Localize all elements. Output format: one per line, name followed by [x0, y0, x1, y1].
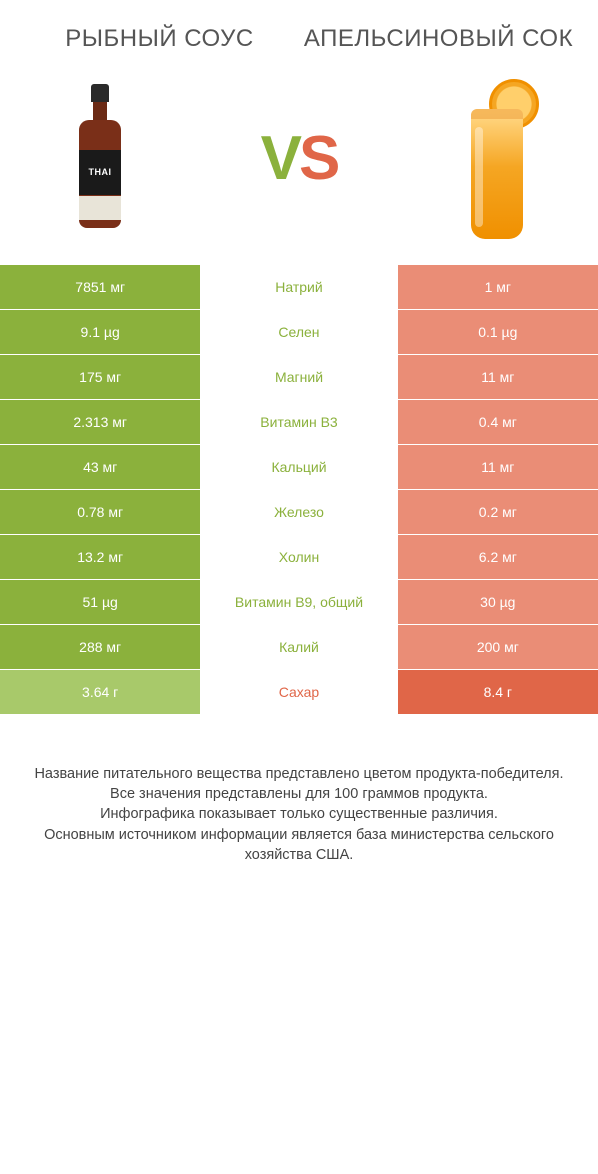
right-value-cell: 30 µg [398, 580, 598, 624]
footer-notes: Название питательного вещества представл… [0, 714, 598, 885]
nutrient-label-cell: Холин [200, 535, 397, 579]
nutrient-label-cell: Витамин B3 [200, 400, 397, 444]
orange-juice-glass-icon [453, 79, 543, 239]
left-value-cell: 13.2 мг [0, 535, 200, 579]
footer-line: Название питательного вещества представл… [20, 764, 578, 784]
table-row: 175 мгМагний11 мг [0, 354, 598, 399]
left-value-cell: 9.1 µg [0, 310, 200, 354]
left-value-cell: 7851 мг [0, 265, 200, 309]
nutrient-label-cell: Железо [200, 490, 397, 534]
left-product-image: THAI [30, 74, 170, 244]
left-value-cell: 43 мг [0, 445, 200, 489]
right-value-cell: 0.2 мг [398, 490, 598, 534]
table-row: 9.1 µgСелен0.1 µg [0, 309, 598, 354]
left-value-cell: 175 мг [0, 355, 200, 399]
table-row: 43 мгКальций11 мг [0, 444, 598, 489]
nutrient-label-cell: Селен [200, 310, 397, 354]
left-value-cell: 288 мг [0, 625, 200, 669]
right-product-image [428, 74, 568, 244]
header: РЫБНЫЙ СОУС АПЕЛЬСИНОВЫЙ СОК [0, 0, 598, 64]
table-row: 7851 мгНатрий1 мг [0, 264, 598, 309]
vs-label: VS [261, 123, 338, 194]
left-value-cell: 51 µg [0, 580, 200, 624]
comparison-table: 7851 мгНатрий1 мг9.1 µgСелен0.1 µg175 мг… [0, 264, 598, 714]
left-value-cell: 2.313 мг [0, 400, 200, 444]
table-row: 2.313 мгВитамин B30.4 мг [0, 399, 598, 444]
right-value-cell: 11 мг [398, 355, 598, 399]
right-value-cell: 6.2 мг [398, 535, 598, 579]
table-row: 0.78 мгЖелезо0.2 мг [0, 489, 598, 534]
right-value-cell: 1 мг [398, 265, 598, 309]
nutrient-label-cell: Натрий [200, 265, 397, 309]
left-value-cell: 3.64 г [0, 670, 200, 714]
images-row: THAI VS [0, 64, 598, 264]
nutrient-label-cell: Калий [200, 625, 397, 669]
right-product-title: АПЕЛЬСИНОВЫЙ СОК [299, 25, 578, 54]
nutrient-label-cell: Магний [200, 355, 397, 399]
bottle-label-text: THAI [89, 167, 112, 177]
footer-line: Инфографика показывает только существенн… [20, 804, 578, 824]
nutrient-label-cell: Витамин B9, общий [200, 580, 397, 624]
table-row: 288 мгКалий200 мг [0, 624, 598, 669]
footer-line: Все значения представлены для 100 граммо… [20, 784, 578, 804]
table-row: 3.64 гСахар8.4 г [0, 669, 598, 714]
nutrient-label-cell: Сахар [200, 670, 397, 714]
table-row: 51 µgВитамин B9, общий30 µg [0, 579, 598, 624]
left-product-title: РЫБНЫЙ СОУС [20, 25, 299, 54]
table-row: 13.2 мгХолин6.2 мг [0, 534, 598, 579]
right-value-cell: 200 мг [398, 625, 598, 669]
fish-sauce-bottle-icon: THAI [79, 84, 121, 234]
right-value-cell: 8.4 г [398, 670, 598, 714]
right-value-cell: 0.4 мг [398, 400, 598, 444]
left-value-cell: 0.78 мг [0, 490, 200, 534]
nutrient-label-cell: Кальций [200, 445, 397, 489]
footer-line: Основным источником информации является … [20, 825, 578, 866]
right-value-cell: 11 мг [398, 445, 598, 489]
right-value-cell: 0.1 µg [398, 310, 598, 354]
